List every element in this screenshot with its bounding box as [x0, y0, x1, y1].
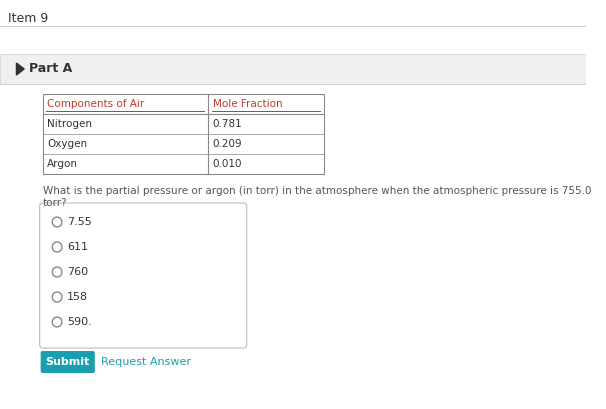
Text: 0.781: 0.781: [213, 119, 242, 129]
Text: Oxygen: Oxygen: [47, 139, 87, 149]
Text: 158: 158: [67, 292, 88, 302]
Text: Item 9: Item 9: [8, 12, 48, 25]
Text: 611: 611: [67, 242, 88, 252]
Text: Part A: Part A: [29, 62, 72, 75]
FancyBboxPatch shape: [41, 351, 95, 373]
Text: Request Answer: Request Answer: [101, 357, 191, 367]
Text: Mole Fraction: Mole Fraction: [213, 99, 282, 109]
FancyBboxPatch shape: [42, 94, 324, 174]
Text: 0.209: 0.209: [213, 139, 242, 149]
FancyBboxPatch shape: [0, 54, 586, 84]
Text: 760: 760: [67, 267, 88, 277]
Text: What is the partial pressure or argon (in torr) in the atmosphere when the atmos: What is the partial pressure or argon (i…: [42, 186, 591, 208]
FancyBboxPatch shape: [39, 203, 247, 348]
Text: Argon: Argon: [47, 159, 78, 169]
Text: Submit: Submit: [45, 357, 90, 367]
Polygon shape: [16, 63, 24, 75]
Text: Components of Air: Components of Air: [47, 99, 145, 109]
Text: 7.55: 7.55: [67, 217, 92, 227]
Text: Nitrogen: Nitrogen: [47, 119, 92, 129]
Text: 0.010: 0.010: [213, 159, 242, 169]
Text: 590.: 590.: [67, 317, 92, 327]
